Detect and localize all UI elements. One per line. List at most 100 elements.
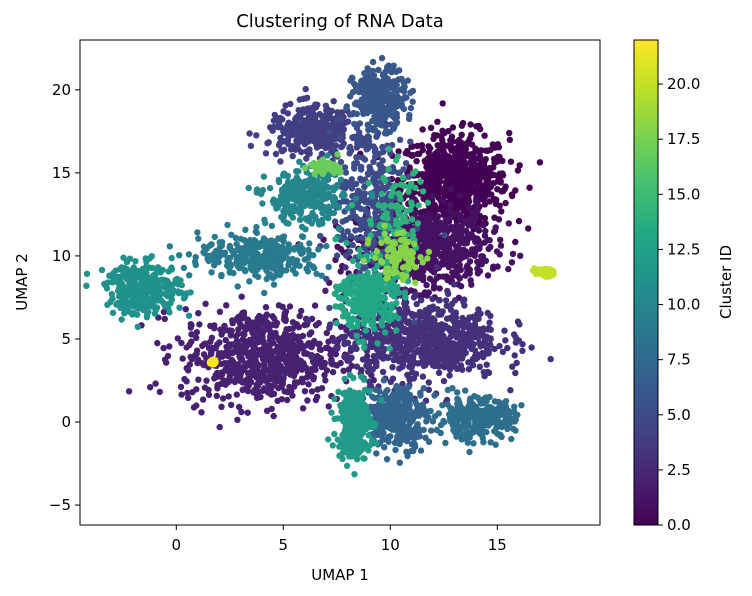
data-point (289, 266, 297, 274)
data-point (236, 320, 244, 327)
data-point (439, 100, 446, 107)
data-point (365, 171, 372, 178)
data-point (275, 178, 283, 186)
data-point (295, 112, 302, 119)
data-point (299, 233, 307, 241)
data-point (285, 130, 292, 137)
data-point (300, 95, 307, 103)
data-point (409, 98, 416, 105)
data-point (256, 312, 263, 320)
data-point (318, 216, 326, 224)
data-point (389, 375, 397, 382)
data-point (498, 411, 505, 419)
data-point (450, 326, 457, 333)
data-point (448, 405, 456, 412)
data-point (289, 331, 297, 338)
data-point (298, 132, 305, 139)
data-point (373, 450, 380, 457)
data-point (447, 214, 454, 222)
data-point (450, 145, 458, 152)
data-point (483, 177, 490, 185)
data-point (496, 342, 503, 350)
data-point (413, 434, 420, 441)
data-point (371, 395, 378, 402)
data-point (273, 378, 280, 385)
data-point (440, 227, 447, 234)
data-point (494, 186, 501, 193)
data-point (370, 158, 377, 165)
data-point (248, 348, 255, 356)
data-point (310, 340, 317, 347)
data-point (299, 332, 307, 340)
data-point (421, 346, 429, 353)
data-point (183, 378, 190, 385)
data-point (281, 172, 288, 179)
data-point (225, 362, 232, 369)
data-point (280, 146, 288, 153)
data-point (242, 267, 249, 275)
data-point (371, 238, 378, 245)
data-point (510, 331, 518, 338)
data-point (302, 85, 309, 93)
data-point (388, 420, 396, 427)
data-point (268, 405, 275, 413)
data-point (312, 101, 319, 108)
data-point (270, 390, 278, 397)
data-point (286, 256, 293, 263)
data-point (511, 352, 518, 359)
data-point (512, 339, 520, 346)
data-point (305, 150, 312, 158)
data-point (301, 388, 309, 395)
data-point (467, 277, 474, 284)
data-point (470, 213, 477, 220)
data-point (282, 308, 290, 315)
data-point (425, 143, 432, 150)
data-point (269, 198, 277, 205)
data-point (239, 349, 247, 356)
data-point (456, 192, 464, 199)
data-point (481, 372, 488, 380)
data-point (198, 409, 205, 416)
data-point (471, 177, 478, 184)
data-point (429, 258, 436, 266)
data-point (342, 264, 349, 271)
data-point (161, 315, 168, 323)
data-point (257, 393, 264, 401)
data-point (271, 315, 278, 322)
data-point (395, 76, 402, 83)
data-point (296, 158, 303, 165)
data-point (453, 245, 460, 252)
data-point (472, 145, 479, 152)
data-point (373, 362, 380, 370)
data-point (262, 354, 269, 361)
data-point (440, 149, 447, 156)
data-point (282, 316, 289, 323)
data-point (326, 304, 333, 312)
data-point (483, 361, 490, 368)
data-point (306, 240, 313, 247)
data-point (280, 374, 287, 382)
data-point (471, 252, 478, 259)
data-point (461, 348, 468, 356)
data-point (268, 222, 276, 230)
data-point (441, 232, 448, 239)
data-point (183, 344, 190, 351)
data-point (298, 307, 305, 315)
data-point (480, 332, 487, 339)
data-point (410, 311, 417, 318)
data-point (380, 77, 387, 85)
data-point (218, 272, 225, 280)
data-point (304, 268, 312, 275)
data-point (395, 94, 402, 101)
data-point (424, 315, 431, 322)
data-point (431, 392, 438, 399)
data-point (441, 341, 449, 348)
data-point (243, 323, 250, 330)
data-point (369, 67, 376, 75)
data-point (166, 343, 173, 350)
data-point (460, 158, 467, 165)
data-point (427, 124, 435, 131)
data-point (294, 333, 302, 340)
data-point (125, 388, 133, 395)
data-point (193, 402, 200, 409)
